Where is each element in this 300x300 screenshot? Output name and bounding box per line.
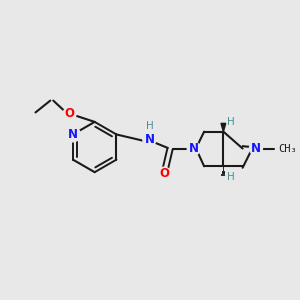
Text: N: N [251,142,261,155]
Text: H: H [146,121,153,131]
Circle shape [187,142,200,155]
Text: O: O [64,107,74,120]
Circle shape [143,133,156,146]
Circle shape [158,167,171,180]
Circle shape [249,142,262,155]
Text: H: H [227,117,235,127]
Text: N: N [189,142,199,155]
Text: CH₃: CH₃ [278,143,297,154]
Polygon shape [221,123,226,132]
Text: H: H [227,172,235,182]
Circle shape [65,127,80,142]
Circle shape [63,107,76,120]
Text: N: N [68,128,78,141]
Text: N: N [144,133,154,146]
Text: O: O [159,167,169,180]
